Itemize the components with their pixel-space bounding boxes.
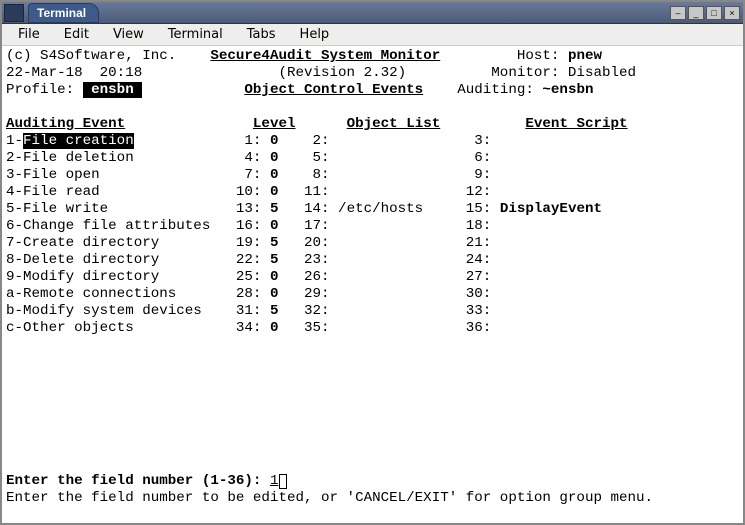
title-left: Terminal [2,3,99,23]
menu-terminal[interactable]: Terminal [158,25,233,44]
terminal-icon [4,4,24,22]
menu-tabs[interactable]: Tabs [237,25,286,44]
event-row: 2-File deletion 4: 0 5: 6: [6,150,739,167]
help-line: Enter the field number to be edited, or … [6,490,739,507]
blank-line [6,354,739,371]
event-row: 8-Delete directory 22: 5 23: 24: [6,252,739,269]
terminal-body[interactable]: (c) S4Software, Inc. Secure4Audit System… [2,46,743,523]
event-row: 5-File write 13: 5 14: /etc/hosts 15: Di… [6,201,739,218]
event-row: 1-File creation 1: 0 2: 3: [6,133,739,150]
blank-line [6,388,739,405]
event-row: 6-Change file attributes 16: 0 17: 18: [6,218,739,235]
shade-button[interactable]: – [670,6,686,20]
event-row: 3-File open 7: 0 8: 9: [6,167,739,184]
blank-line [6,422,739,439]
header-line-2: 22-Mar-18 20:18 (Revision 2.32) Monitor:… [6,65,739,82]
event-row: 4-File read 10: 0 11: 12: [6,184,739,201]
blank-line [6,99,739,116]
menu-file[interactable]: File [8,25,50,44]
table-header: Auditing Event Level Object List Event S… [6,116,739,133]
event-row: b-Modify system devices 31: 5 32: 33: [6,303,739,320]
menu-view[interactable]: View [103,25,154,44]
prompt-line[interactable]: Enter the field number (1-36): 1 [6,473,739,490]
blank-line [6,405,739,422]
event-row: a-Remote connections 28: 0 29: 30: [6,286,739,303]
menu-help[interactable]: Help [290,25,340,44]
maximize-button[interactable]: □ [706,6,722,20]
event-row: 7-Create directory 19: 5 20: 21: [6,235,739,252]
cursor [279,474,287,489]
menubar: File Edit View Terminal Tabs Help [2,24,743,46]
blank-line [6,337,739,354]
header-line-1: (c) S4Software, Inc. Secure4Audit System… [6,48,739,65]
header-line-3: Profile: ensbn Object Control Events Aud… [6,82,739,99]
menu-edit[interactable]: Edit [54,25,99,44]
terminal-window: Terminal – _ □ × File Edit View Terminal… [0,0,745,525]
blank-line [6,439,739,456]
window-title: Terminal [28,3,99,23]
event-row: c-Other objects 34: 0 35: 36: [6,320,739,337]
event-row: 9-Modify directory 25: 0 26: 27: [6,269,739,286]
close-button[interactable]: × [724,6,740,20]
blank-line [6,371,739,388]
minimize-button[interactable]: _ [688,6,704,20]
titlebar[interactable]: Terminal – _ □ × [2,2,743,24]
window-controls: – _ □ × [670,6,743,20]
blank-line [6,456,739,473]
